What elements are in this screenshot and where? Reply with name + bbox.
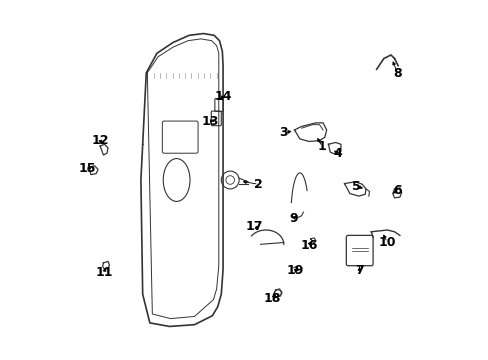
Text: 18: 18	[263, 292, 281, 305]
Text: 5: 5	[351, 180, 360, 193]
Text: 7: 7	[354, 264, 363, 276]
Text: 13: 13	[202, 114, 219, 127]
Text: 14: 14	[214, 90, 231, 103]
Text: 16: 16	[300, 239, 317, 252]
Text: 4: 4	[332, 147, 341, 160]
Text: 15: 15	[79, 162, 96, 175]
Text: 9: 9	[288, 212, 297, 225]
Text: 12: 12	[92, 134, 109, 147]
Text: 6: 6	[392, 184, 401, 197]
Text: 17: 17	[245, 220, 263, 233]
Text: 11: 11	[96, 266, 113, 279]
Text: 2: 2	[254, 178, 263, 191]
Text: 3: 3	[278, 126, 287, 139]
Text: 1: 1	[317, 140, 326, 153]
Text: 8: 8	[393, 67, 401, 80]
Text: 19: 19	[286, 264, 303, 276]
Text: 10: 10	[378, 236, 395, 249]
